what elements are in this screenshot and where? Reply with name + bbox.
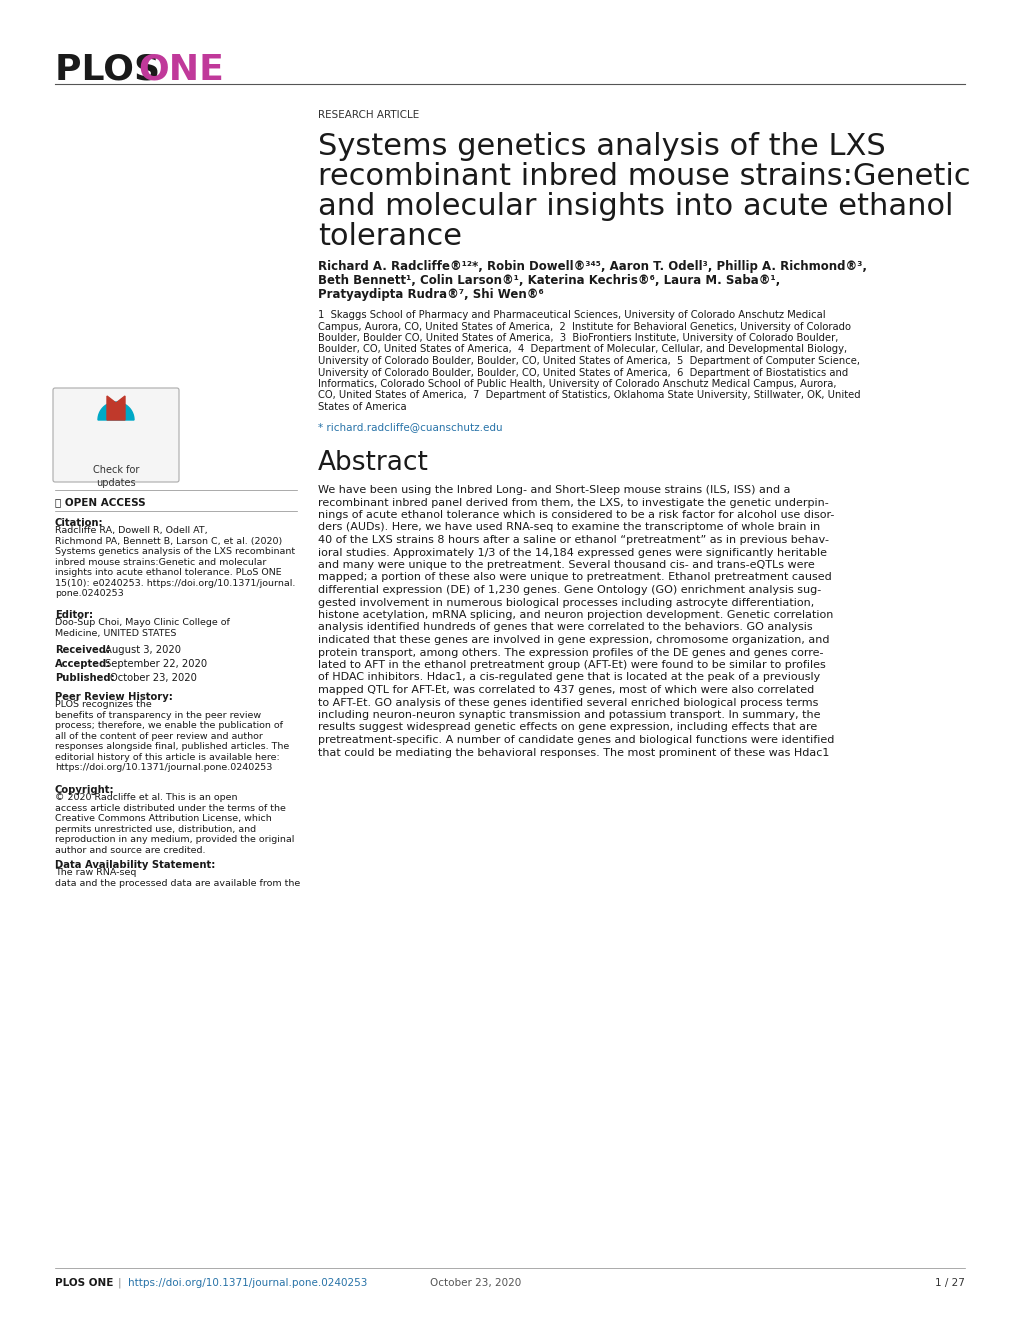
Text: reproduction in any medium, provided the original: reproduction in any medium, provided the… xyxy=(55,836,294,845)
Text: author and source are credited.: author and source are credited. xyxy=(55,846,205,855)
Text: Radcliffe RA, Dowell R, Odell AT,: Radcliffe RA, Dowell R, Odell AT, xyxy=(55,527,208,535)
Text: ioral studies. Approximately 1/3 of the 14,184 expressed genes were significantl: ioral studies. Approximately 1/3 of the … xyxy=(318,548,826,557)
Text: indicated that these genes are involved in gene expression, chromosome organizat: indicated that these genes are involved … xyxy=(318,635,828,645)
Text: Medicine, UNITED STATES: Medicine, UNITED STATES xyxy=(55,628,176,638)
Text: 1  Skaggs School of Pharmacy and Pharmaceutical Sciences, University of Colorado: 1 Skaggs School of Pharmacy and Pharmace… xyxy=(318,310,824,319)
Text: 15(10): e0240253. https://doi.org/10.1371/journal.: 15(10): e0240253. https://doi.org/10.137… xyxy=(55,578,296,587)
Text: 40 of the LXS strains 8 hours after a saline or ethanol “pretreatment” as in pre: 40 of the LXS strains 8 hours after a sa… xyxy=(318,535,828,545)
Text: and molecular insights into acute ethanol: and molecular insights into acute ethano… xyxy=(318,191,953,220)
Text: results suggest widespread genetic effects on gene expression, including effects: results suggest widespread genetic effec… xyxy=(318,722,816,733)
Text: PLOS ONE: PLOS ONE xyxy=(55,1278,113,1288)
Text: of HDAC inhibitors. Hdac1, a cis-regulated gene that is located at the peak of a: of HDAC inhibitors. Hdac1, a cis-regulat… xyxy=(318,672,819,682)
Text: Received:: Received: xyxy=(55,645,110,655)
Text: Editor:: Editor: xyxy=(55,610,93,620)
Text: gested involvement in numerous biological processes including astrocyte differen: gested involvement in numerous biologica… xyxy=(318,598,813,607)
Polygon shape xyxy=(107,396,125,420)
Text: pretreatment-specific. A number of candidate genes and biological functions were: pretreatment-specific. A number of candi… xyxy=(318,735,834,744)
FancyBboxPatch shape xyxy=(53,388,178,482)
Text: Peer Review History:: Peer Review History: xyxy=(55,692,172,702)
Text: Published:: Published: xyxy=(55,673,115,682)
Text: University of Colorado Boulder, Boulder, CO, United States of America,  5  Depar: University of Colorado Boulder, Boulder,… xyxy=(318,356,859,366)
Text: https://doi.org/10.1371/journal.pone.0240253: https://doi.org/10.1371/journal.pone.024… xyxy=(127,1278,367,1288)
Text: histone acetylation, mRNA splicing, and neuron projection development. Genetic c: histone acetylation, mRNA splicing, and … xyxy=(318,610,833,620)
Text: inbred mouse strains:Genetic and molecular: inbred mouse strains:Genetic and molecul… xyxy=(55,557,266,566)
Text: Beth Bennett¹, Colin Larson®¹, Katerina Kechris®⁶, Laura M. Saba®¹,: Beth Bennett¹, Colin Larson®¹, Katerina … xyxy=(318,275,780,286)
Text: |: | xyxy=(118,1278,121,1288)
Text: Pratyaydipta Rudra®⁷, Shi Wen®⁶: Pratyaydipta Rudra®⁷, Shi Wen®⁶ xyxy=(318,288,543,301)
Text: Systems genetics analysis of the LXS recombinant: Systems genetics analysis of the LXS rec… xyxy=(55,548,294,556)
Text: mapped; a portion of these also were unique to pretreatment. Ethanol pretreatmen: mapped; a portion of these also were uni… xyxy=(318,573,830,582)
Text: permits unrestricted use, distribution, and: permits unrestricted use, distribution, … xyxy=(55,825,256,834)
Polygon shape xyxy=(98,403,133,420)
Text: RESEARCH ARTICLE: RESEARCH ARTICLE xyxy=(318,110,419,120)
Text: PLOS: PLOS xyxy=(55,51,172,86)
Text: tolerance: tolerance xyxy=(318,222,462,251)
Text: Systems genetics analysis of the LXS: Systems genetics analysis of the LXS xyxy=(318,132,884,161)
Text: insights into acute ethanol tolerance. PLoS ONE: insights into acute ethanol tolerance. P… xyxy=(55,568,281,577)
Text: pone.0240253: pone.0240253 xyxy=(55,589,123,598)
Text: recombinant inbred panel derived from them, the LXS, to investigate the genetic : recombinant inbred panel derived from th… xyxy=(318,498,828,507)
Text: Citation:: Citation: xyxy=(55,517,104,528)
Text: process; therefore, we enable the publication of: process; therefore, we enable the public… xyxy=(55,721,282,730)
Text: to AFT-Et. GO analysis of these genes identified several enriched biological pro: to AFT-Et. GO analysis of these genes id… xyxy=(318,697,817,708)
Text: analysis identified hundreds of genes that were correlated to the behaviors. GO : analysis identified hundreds of genes th… xyxy=(318,623,812,632)
Text: that could be mediating the behavioral responses. The most prominent of these wa: that could be mediating the behavioral r… xyxy=(318,747,828,758)
Text: University of Colorado Boulder, Boulder, CO, United States of America,  6  Depar: University of Colorado Boulder, Boulder,… xyxy=(318,367,848,378)
Text: October 23, 2020: October 23, 2020 xyxy=(430,1278,521,1288)
Text: Data Availability Statement:: Data Availability Statement: xyxy=(55,861,215,870)
Text: all of the content of peer review and author: all of the content of peer review and au… xyxy=(55,731,263,741)
Text: nings of acute ethanol tolerance which is considered to be a risk factor for alc: nings of acute ethanol tolerance which i… xyxy=(318,510,834,520)
Text: The raw RNA-seq: The raw RNA-seq xyxy=(55,869,137,878)
Text: editorial history of this article is available here:: editorial history of this article is ava… xyxy=(55,752,279,762)
Text: ONE: ONE xyxy=(138,51,223,86)
Text: Abstract: Abstract xyxy=(318,450,428,477)
Text: Campus, Aurora, CO, United States of America,  2  Institute for Behavioral Genet: Campus, Aurora, CO, United States of Ame… xyxy=(318,322,850,331)
Text: States of America: States of America xyxy=(318,403,407,412)
Text: PLOS recognizes the: PLOS recognizes the xyxy=(55,700,152,709)
Text: Richmond PA, Bennett B, Larson C, et al. (2020): Richmond PA, Bennett B, Larson C, et al.… xyxy=(55,537,282,545)
Text: protein transport, among others. The expression profiles of the DE genes and gen: protein transport, among others. The exp… xyxy=(318,648,822,657)
Text: Accepted:: Accepted: xyxy=(55,659,111,669)
Text: and many were unique to the pretreatment. Several thousand cis- and trans-eQTLs : and many were unique to the pretreatment… xyxy=(318,560,814,570)
Text: mapped QTL for AFT-Et, was correlated to 437 genes, most of which were also corr: mapped QTL for AFT-Et, was correlated to… xyxy=(318,685,813,696)
Text: Boulder, Boulder CO, United States of America,  3  BioFrontiers Institute, Unive: Boulder, Boulder CO, United States of Am… xyxy=(318,333,838,343)
Text: August 3, 2020: August 3, 2020 xyxy=(105,645,180,655)
Text: 🔓 OPEN ACCESS: 🔓 OPEN ACCESS xyxy=(55,498,146,507)
Text: differential expression (DE) of 1,230 genes. Gene Ontology (GO) enrichment analy: differential expression (DE) of 1,230 ge… xyxy=(318,585,820,595)
Text: October 23, 2020: October 23, 2020 xyxy=(110,673,197,682)
Text: Informatics, Colorado School of Public Health, University of Colorado Anschutz M: Informatics, Colorado School of Public H… xyxy=(318,379,836,389)
Text: © 2020 Radcliffe et al. This is an open: © 2020 Radcliffe et al. This is an open xyxy=(55,793,237,803)
Text: Copyright:: Copyright: xyxy=(55,785,114,795)
Text: CO, United States of America,  7  Department of Statistics, Oklahoma State Unive: CO, United States of America, 7 Departme… xyxy=(318,391,860,400)
Text: Richard A. Radcliffe®¹²*, Robin Dowell®³⁴⁵, Aaron T. Odell³, Phillip A. Richmond: Richard A. Radcliffe®¹²*, Robin Dowell®³… xyxy=(318,260,866,273)
Text: data and the processed data are available from the: data and the processed data are availabl… xyxy=(55,879,300,888)
Text: https://doi.org/10.1371/journal.pone.0240253: https://doi.org/10.1371/journal.pone.024… xyxy=(55,763,272,772)
Text: Creative Commons Attribution License, which: Creative Commons Attribution License, wh… xyxy=(55,814,271,824)
Text: ders (AUDs). Here, we have used RNA-seq to examine the transcriptome of whole br: ders (AUDs). Here, we have used RNA-seq … xyxy=(318,523,819,532)
Text: lated to AFT in the ethanol pretreatment group (AFT-Et) were found to be similar: lated to AFT in the ethanol pretreatment… xyxy=(318,660,825,671)
Text: We have been using the Inbred Long- and Short-Sleep mouse strains (ILS, ISS) and: We have been using the Inbred Long- and … xyxy=(318,484,790,495)
Text: responses alongside final, published articles. The: responses alongside final, published art… xyxy=(55,742,289,751)
Text: September 22, 2020: September 22, 2020 xyxy=(105,659,207,669)
Text: including neuron-neuron synaptic transmission and potassium transport. In summar: including neuron-neuron synaptic transmi… xyxy=(318,710,819,719)
Text: Doo-Sup Choi, Mayo Clinic College of: Doo-Sup Choi, Mayo Clinic College of xyxy=(55,618,229,627)
Text: 1 / 27: 1 / 27 xyxy=(934,1278,964,1288)
Text: access article distributed under the terms of the: access article distributed under the ter… xyxy=(55,804,285,813)
Text: benefits of transparency in the peer review: benefits of transparency in the peer rev… xyxy=(55,710,261,719)
Text: Check for
updates: Check for updates xyxy=(93,465,139,488)
Text: * richard.radcliffe@cuanschutz.edu: * richard.radcliffe@cuanschutz.edu xyxy=(318,422,502,432)
Text: recombinant inbred mouse strains:Genetic: recombinant inbred mouse strains:Genetic xyxy=(318,162,970,191)
Text: Boulder, CO, United States of America,  4  Department of Molecular, Cellular, an: Boulder, CO, United States of America, 4… xyxy=(318,345,847,355)
